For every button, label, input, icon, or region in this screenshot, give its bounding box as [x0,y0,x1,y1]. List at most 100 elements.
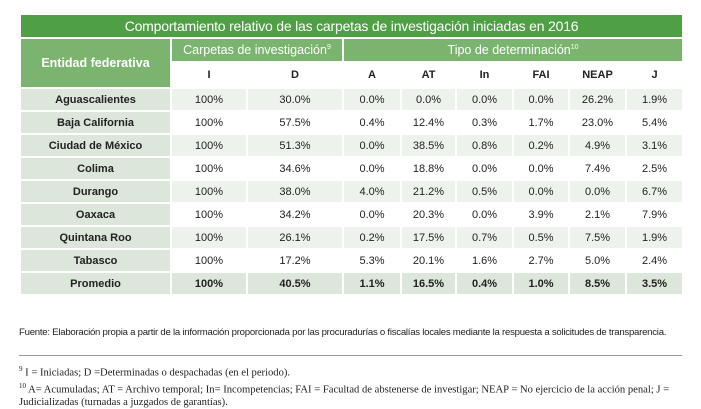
value-cell: 0.8% [455,133,514,158]
value-cell: 8.5% [568,271,627,296]
value-cell: 1.1% [342,271,402,296]
value-cell: 0.0% [455,202,514,227]
group-label: Tipo de determinación [447,43,571,57]
footnote-mark: 9 [19,365,23,373]
value-cell: 0.7% [455,225,514,250]
value-cell: 1.0% [512,271,570,296]
entity-cell: Tabasco [19,248,172,273]
value-cell: 0.0% [342,133,402,158]
value-cell: 5.3% [342,248,402,273]
footnote-text: A= Acumuladas; AT = Archivo temporal; In… [19,384,670,409]
value-cell: 2.4% [624,248,685,273]
value-cell: 26.2% [568,87,627,112]
table-row: Ciudad de México 100% 51.3% 0.0% 38.5% 0.8% 0.… [19,133,685,158]
entity-cell: Durango [19,179,172,204]
value-cell: 34.2% [246,202,344,227]
value-cell: 38.0% [246,179,344,204]
value-cell: 0.2% [512,133,570,158]
value-cell: 18.8% [400,156,457,181]
table-title: Comportamiento relativo de las carpetas … [18,13,685,39]
entity-cell: Aguascalientes [19,87,172,112]
value-cell: 100% [170,110,248,135]
value-cell: 3.9% [512,202,570,227]
value-cell: 0.5% [512,225,570,250]
footnote-mark: 10 [570,43,579,51]
value-cell: 40.5% [246,271,344,296]
value-cell: 0.3% [455,110,514,135]
value-cell: 0.0% [512,179,570,204]
value-cell: 51.3% [246,133,344,158]
value-cell: 0.0% [400,87,457,112]
column-header-i: I [170,61,248,89]
value-cell: 38.5% [400,133,457,158]
group-header-tipo: Tipo de determinación10 [341,37,685,63]
value-cell: 6.7% [624,179,685,204]
value-cell: 5.0% [568,248,627,273]
footnote-10: 10 A= Acumuladas; AT = Archivo temporal;… [19,380,689,409]
value-cell: 0.0% [342,156,402,181]
entity-header: Entidad federativa [19,37,172,89]
value-cell: 17.5% [400,225,457,250]
determination-table: Comportamiento relativo de las carpetas … [18,13,685,296]
value-cell: 2.7% [512,248,570,273]
table-row: Baja California 100% 57.5% 0.4% 12.4% 0.3% 1.7… [19,110,685,135]
value-cell: 1.9% [624,225,685,250]
value-cell: 21.2% [400,179,457,204]
table-row: Oaxaca 100% 34.2% 0.0% 20.3% 0.0% 3.9% 2.1% 7.9% [19,202,685,227]
column-header-j: J [624,61,685,89]
value-cell: 1.9% [624,87,685,112]
value-cell: 20.1% [400,248,457,273]
value-cell: 0.4% [342,110,402,135]
value-cell: 1.7% [512,110,570,135]
entity-cell: Quintana Roo [19,225,172,250]
value-cell: 0.0% [512,156,570,181]
value-cell: 0.0% [455,156,514,181]
value-cell: 2.1% [568,202,627,227]
group-header-carpetas: Carpetas de investigación9 [170,37,344,63]
column-header-neap: NEAP [568,61,627,89]
value-cell: 7.4% [568,156,627,181]
footnote-9: 9 I = Iniciadas; D =Determinadas o despa… [19,363,689,380]
table-row: Quintana Roo 100% 26.1% 0.2% 17.5% 0.7% 0.5% 7.… [19,225,685,250]
value-cell: 16.5% [400,271,457,296]
footnote-divider [19,355,682,356]
value-cell: 100% [170,87,248,112]
value-cell: 0.4% [455,271,514,296]
value-cell: 17.2% [246,248,344,273]
entity-cell: Colima [19,156,172,181]
column-header-fai: FAI [512,61,570,89]
table-row: Colima 100% 34.6% 0.0% 18.8% 0.0% 0.0% 7.4% 2.5% [19,156,685,181]
value-cell: 100% [170,225,248,250]
value-cell: 0.5% [455,179,514,204]
value-cell: 0.0% [455,87,514,112]
value-cell: 7.9% [624,202,685,227]
value-cell: 30.0% [246,87,344,112]
value-cell: 7.5% [568,225,627,250]
table-row: Durango 100% 38.0% 4.0% 21.2% 0.5% 0.0% 0.0% 6.7… [19,179,685,204]
value-cell: 100% [170,133,248,158]
table-row: Tabasco 100% 17.2% 5.3% 20.1% 1.6% 2.7% 5.0% 2.4… [19,248,685,273]
value-cell: 100% [170,248,248,273]
value-cell: 100% [170,156,248,181]
value-cell: 5.4% [624,110,685,135]
value-cell: 57.5% [246,110,344,135]
value-cell: 34.6% [246,156,344,181]
value-cell: 20.3% [400,202,457,227]
value-cell: 26.1% [246,225,344,250]
value-cell: 0.0% [342,202,402,227]
group-label: Carpetas de investigación [183,43,327,57]
value-cell: 4.0% [342,179,402,204]
footnote-mark: 9 [326,43,331,51]
entity-cell: Baja California [19,110,172,135]
value-cell: 3.1% [624,133,685,158]
entity-cell: Ciudad de México [19,133,172,158]
value-cell: 4.9% [568,133,627,158]
value-cell: 0.2% [342,225,402,250]
value-cell: 0.0% [342,87,402,112]
value-cell: 1.6% [455,248,514,273]
value-cell: 12.4% [400,110,457,135]
value-cell: 100% [170,202,248,227]
value-cell: 100% [170,271,248,296]
value-cell: 23.0% [568,110,627,135]
footnotes: 9 I = Iniciadas; D =Determinadas o despa… [19,363,689,409]
